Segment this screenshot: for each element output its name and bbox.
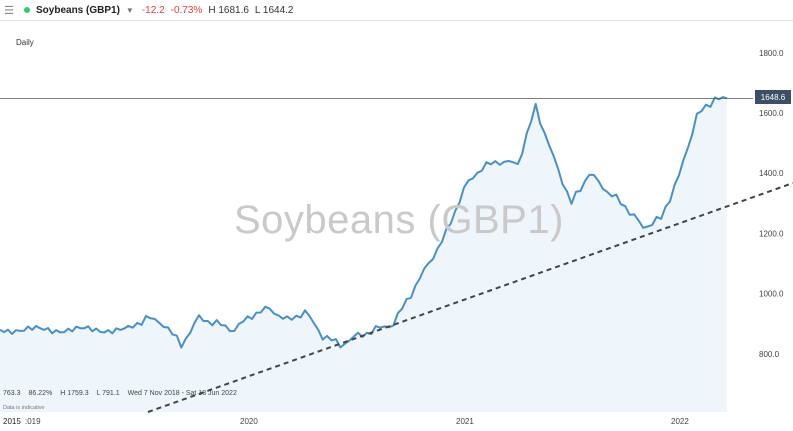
data-indicative-note: Data is indicative [3, 405, 45, 411]
series-line[interactable] [0, 96, 728, 349]
x-tick-label: 2015 [3, 417, 21, 426]
last-price-tag: 1648.6 [755, 90, 791, 104]
chart-area[interactable]: 800.0 1000.0 1200.0 1400.0 1600.0 1800.0 2015… [0, 20, 793, 426]
chart-header: ☰ Soybeans (GBP1) ▼ -12.2 -0.73% H 1681.… [0, 0, 793, 21]
stat-high: H 1759.3 [60, 390, 89, 397]
trend-line[interactable] [147, 182, 793, 413]
hamburger-icon[interactable]: ☰ [4, 4, 14, 17]
stat-change-pct: 86.22% [28, 390, 53, 397]
y-tick-label: 1600.0 [759, 109, 784, 118]
price-change-percent: -0.73% [170, 4, 203, 16]
stat-change: 763.3 [3, 390, 21, 397]
x-tick-label: 2020 [240, 417, 258, 426]
y-tick-label: 1400.0 [759, 169, 784, 178]
y-tick-label: 1000.0 [759, 290, 784, 299]
y-tick-label: 800.0 [759, 350, 780, 359]
y-tick-label: 1800.0 [759, 49, 784, 58]
x-tick-label: 2021 [456, 417, 474, 426]
instrument-name[interactable]: Soybeans (GBP1) [36, 4, 120, 16]
chart-watermark: Soybeans (GBP1) [234, 198, 564, 242]
session-low: L 1644.2 [254, 4, 294, 16]
x-tick-label: 2022 [671, 417, 689, 426]
caret-down-icon[interactable]: ▼ [125, 5, 134, 15]
price-chart[interactable]: 800.0 1000.0 1200.0 1400.0 1600.0 1800.0 2015… [0, 20, 793, 426]
session-high: H 1681.6 [208, 4, 249, 16]
stat-low: L 791.1 [96, 390, 120, 397]
price-change: -12.2 [141, 4, 165, 16]
x-tick-label: :019 [25, 417, 41, 426]
timeframe-label[interactable]: Daily [16, 38, 34, 47]
stat-range: Wed 7 Nov 2018 - Sat 18 Jun 2022 [127, 390, 237, 397]
range-stats: 763.3 86.22% H 1759.3 L 791.1 Wed 7 Nov … [3, 390, 243, 397]
y-tick-label: 1200.0 [759, 229, 784, 238]
market-status-dot [24, 7, 30, 13]
series-area-fill [0, 97, 727, 412]
